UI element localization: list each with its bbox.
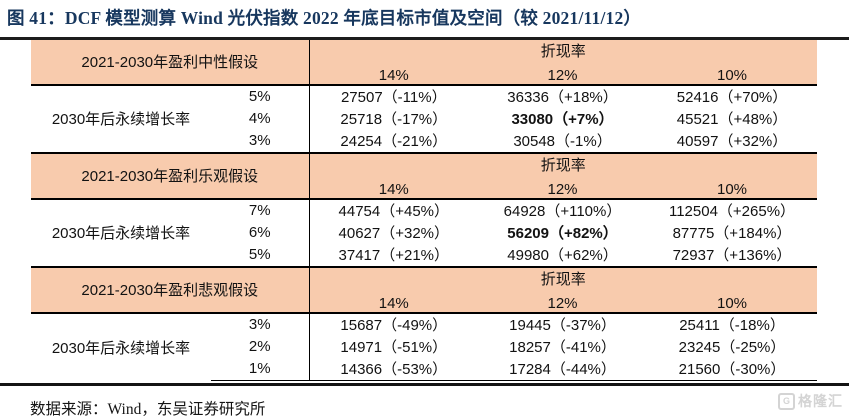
value-cell: 49980（+62%）: [507, 247, 618, 265]
gelonghui-logo-icon: G: [778, 392, 795, 410]
value-cell-highlighted: 33080（+7%）: [511, 111, 614, 129]
data-source-note: 数据来源：Wind，东吴证券研究所: [30, 400, 266, 418]
table-row: 5% 37417（+21%） 49980（+62%） 72937（+136%）: [31, 243, 817, 267]
discount-rate-header: 折现率: [308, 151, 818, 175]
growth-value: 3%: [248, 132, 271, 150]
growth-value: 4%: [248, 110, 271, 128]
value-cell: 19445（-37%）: [509, 317, 616, 335]
value-cell: 112504（+265%）: [668, 203, 796, 221]
section-header-row: 2021-2030年盈利乐观假设 折现率: [31, 151, 818, 200]
table-row: 6% 40627（+32%） 56209（+82%） 87775（+184%）: [31, 221, 817, 244]
value-cell: 44754（+45%）: [308, 198, 479, 222]
value-cell: 18257（-41%）: [509, 339, 616, 357]
table-row: 3% 24254（-21%） 30548（-1%） 40597（+32%）: [31, 129, 817, 153]
rates-header-row: 14% 12% 10%: [31, 60, 818, 86]
table-row: 1% 14366（-53%） 17284（-44%） 21560（-30%）: [31, 357, 818, 381]
title-divider-rule: [0, 36, 849, 40]
rate-header-10: 10%: [647, 60, 818, 86]
growth-rate-label: 2030年后永续增长率: [51, 339, 191, 357]
figure-title: 图 41：DCF 模型测算 Wind 光伏指数 2022 年底目标市值及空间（较…: [7, 8, 642, 28]
value-cell: 45521（+48%）: [676, 111, 788, 129]
table-row: 2030年后永续增长率 5% 27507（-11%） 36336（+18%） 5…: [31, 84, 817, 128]
value-cell: 21560（-30%）: [647, 357, 818, 381]
dcf-scenario-table: 2021-2030年盈利中性假设 折现率 14% 12% 10% 2030年后永…: [31, 39, 818, 381]
section-title-optimistic: 2021-2030年盈利乐观假设: [31, 151, 310, 200]
value-cell: 40627（+32%）: [308, 221, 479, 244]
value-cell: 52416（+70%）: [676, 89, 788, 107]
discount-rate-header: 折现率: [308, 265, 818, 289]
growth-value: 2%: [248, 338, 271, 356]
growth-value: 5%: [248, 246, 271, 264]
value-cell: 37417（+21%）: [308, 243, 479, 267]
value-cell: 15687（-49%）: [308, 312, 479, 336]
section-title-neutral: 2021-2030年盈利中性假设: [31, 39, 310, 86]
rate-header-12: 12%: [478, 60, 648, 86]
value-cell: 30548（-1%）: [513, 133, 612, 151]
growth-value: 7%: [248, 202, 271, 220]
value-cell-highlighted: 56209（+82%）: [507, 225, 618, 243]
value-cell: 87775（+184%）: [672, 225, 792, 243]
value-cell: 14366（-53%）: [308, 357, 479, 381]
table-row: 2030年后永续增长率 7% 44754（+45%） 64928（+110%） …: [31, 198, 817, 242]
table-row: 4% 25718（-17%） 33080（+7%） 45521（+48%）: [31, 107, 817, 130]
section-header-row: 2021-2030年盈利中性假设 折现率: [31, 39, 818, 86]
rate-header-10: 10%: [647, 174, 818, 200]
figure-bottom-rule: [0, 382, 849, 386]
value-cell: 40597（+32%）: [676, 133, 788, 151]
gelonghui-watermark: G 格隆汇: [778, 391, 843, 411]
rate-header-12: 12%: [478, 174, 648, 200]
rates-header-row: 14% 12% 10%: [31, 288, 818, 314]
growth-value: 6%: [248, 224, 271, 242]
value-cell: 24254（-21%）: [308, 129, 479, 153]
growth-rate-label: 2030年后永续增长率: [51, 225, 191, 243]
rate-header-14: 14%: [308, 288, 479, 314]
growth-value: 5%: [248, 88, 271, 106]
growth-value: 3%: [248, 316, 271, 334]
rate-header-14: 14%: [308, 174, 479, 200]
value-cell: 64928（+110%）: [503, 203, 622, 221]
value-cell: 23245（-25%）: [678, 339, 786, 357]
gelonghui-watermark-text: 格隆汇: [798, 393, 843, 409]
table-row: 2% 14971（-51%） 18257（-41%） 23245（-25%）: [31, 335, 817, 358]
table-row: 2030年后永续增长率 3% 15687（-49%） 19445（-37%） 2…: [31, 312, 817, 357]
rate-header-10: 10%: [647, 288, 818, 314]
growth-value: 1%: [211, 357, 310, 381]
value-cell: 25411（-18%）: [679, 317, 785, 335]
value-cell: 17284（-44%）: [478, 357, 648, 381]
value-cell: 27507（-11%）: [308, 84, 479, 108]
value-cell: 14971（-51%）: [308, 335, 479, 358]
section-header-row: 2021-2030年盈利悲观假设 折现率: [31, 265, 818, 314]
value-cell: 25718（-17%）: [308, 107, 479, 130]
rate-header-12: 12%: [478, 288, 648, 314]
value-cell: 72937（+136%）: [672, 247, 792, 265]
rate-header-14: 14%: [308, 60, 479, 86]
value-cell: 36336（+18%）: [507, 89, 618, 107]
section-title-pessimistic: 2021-2030年盈利悲观假设: [31, 265, 310, 314]
rates-header-row: 14% 12% 10%: [31, 174, 818, 200]
discount-rate-header: 折现率: [308, 39, 818, 61]
growth-rate-label: 2030年后永续增长率: [51, 111, 191, 129]
